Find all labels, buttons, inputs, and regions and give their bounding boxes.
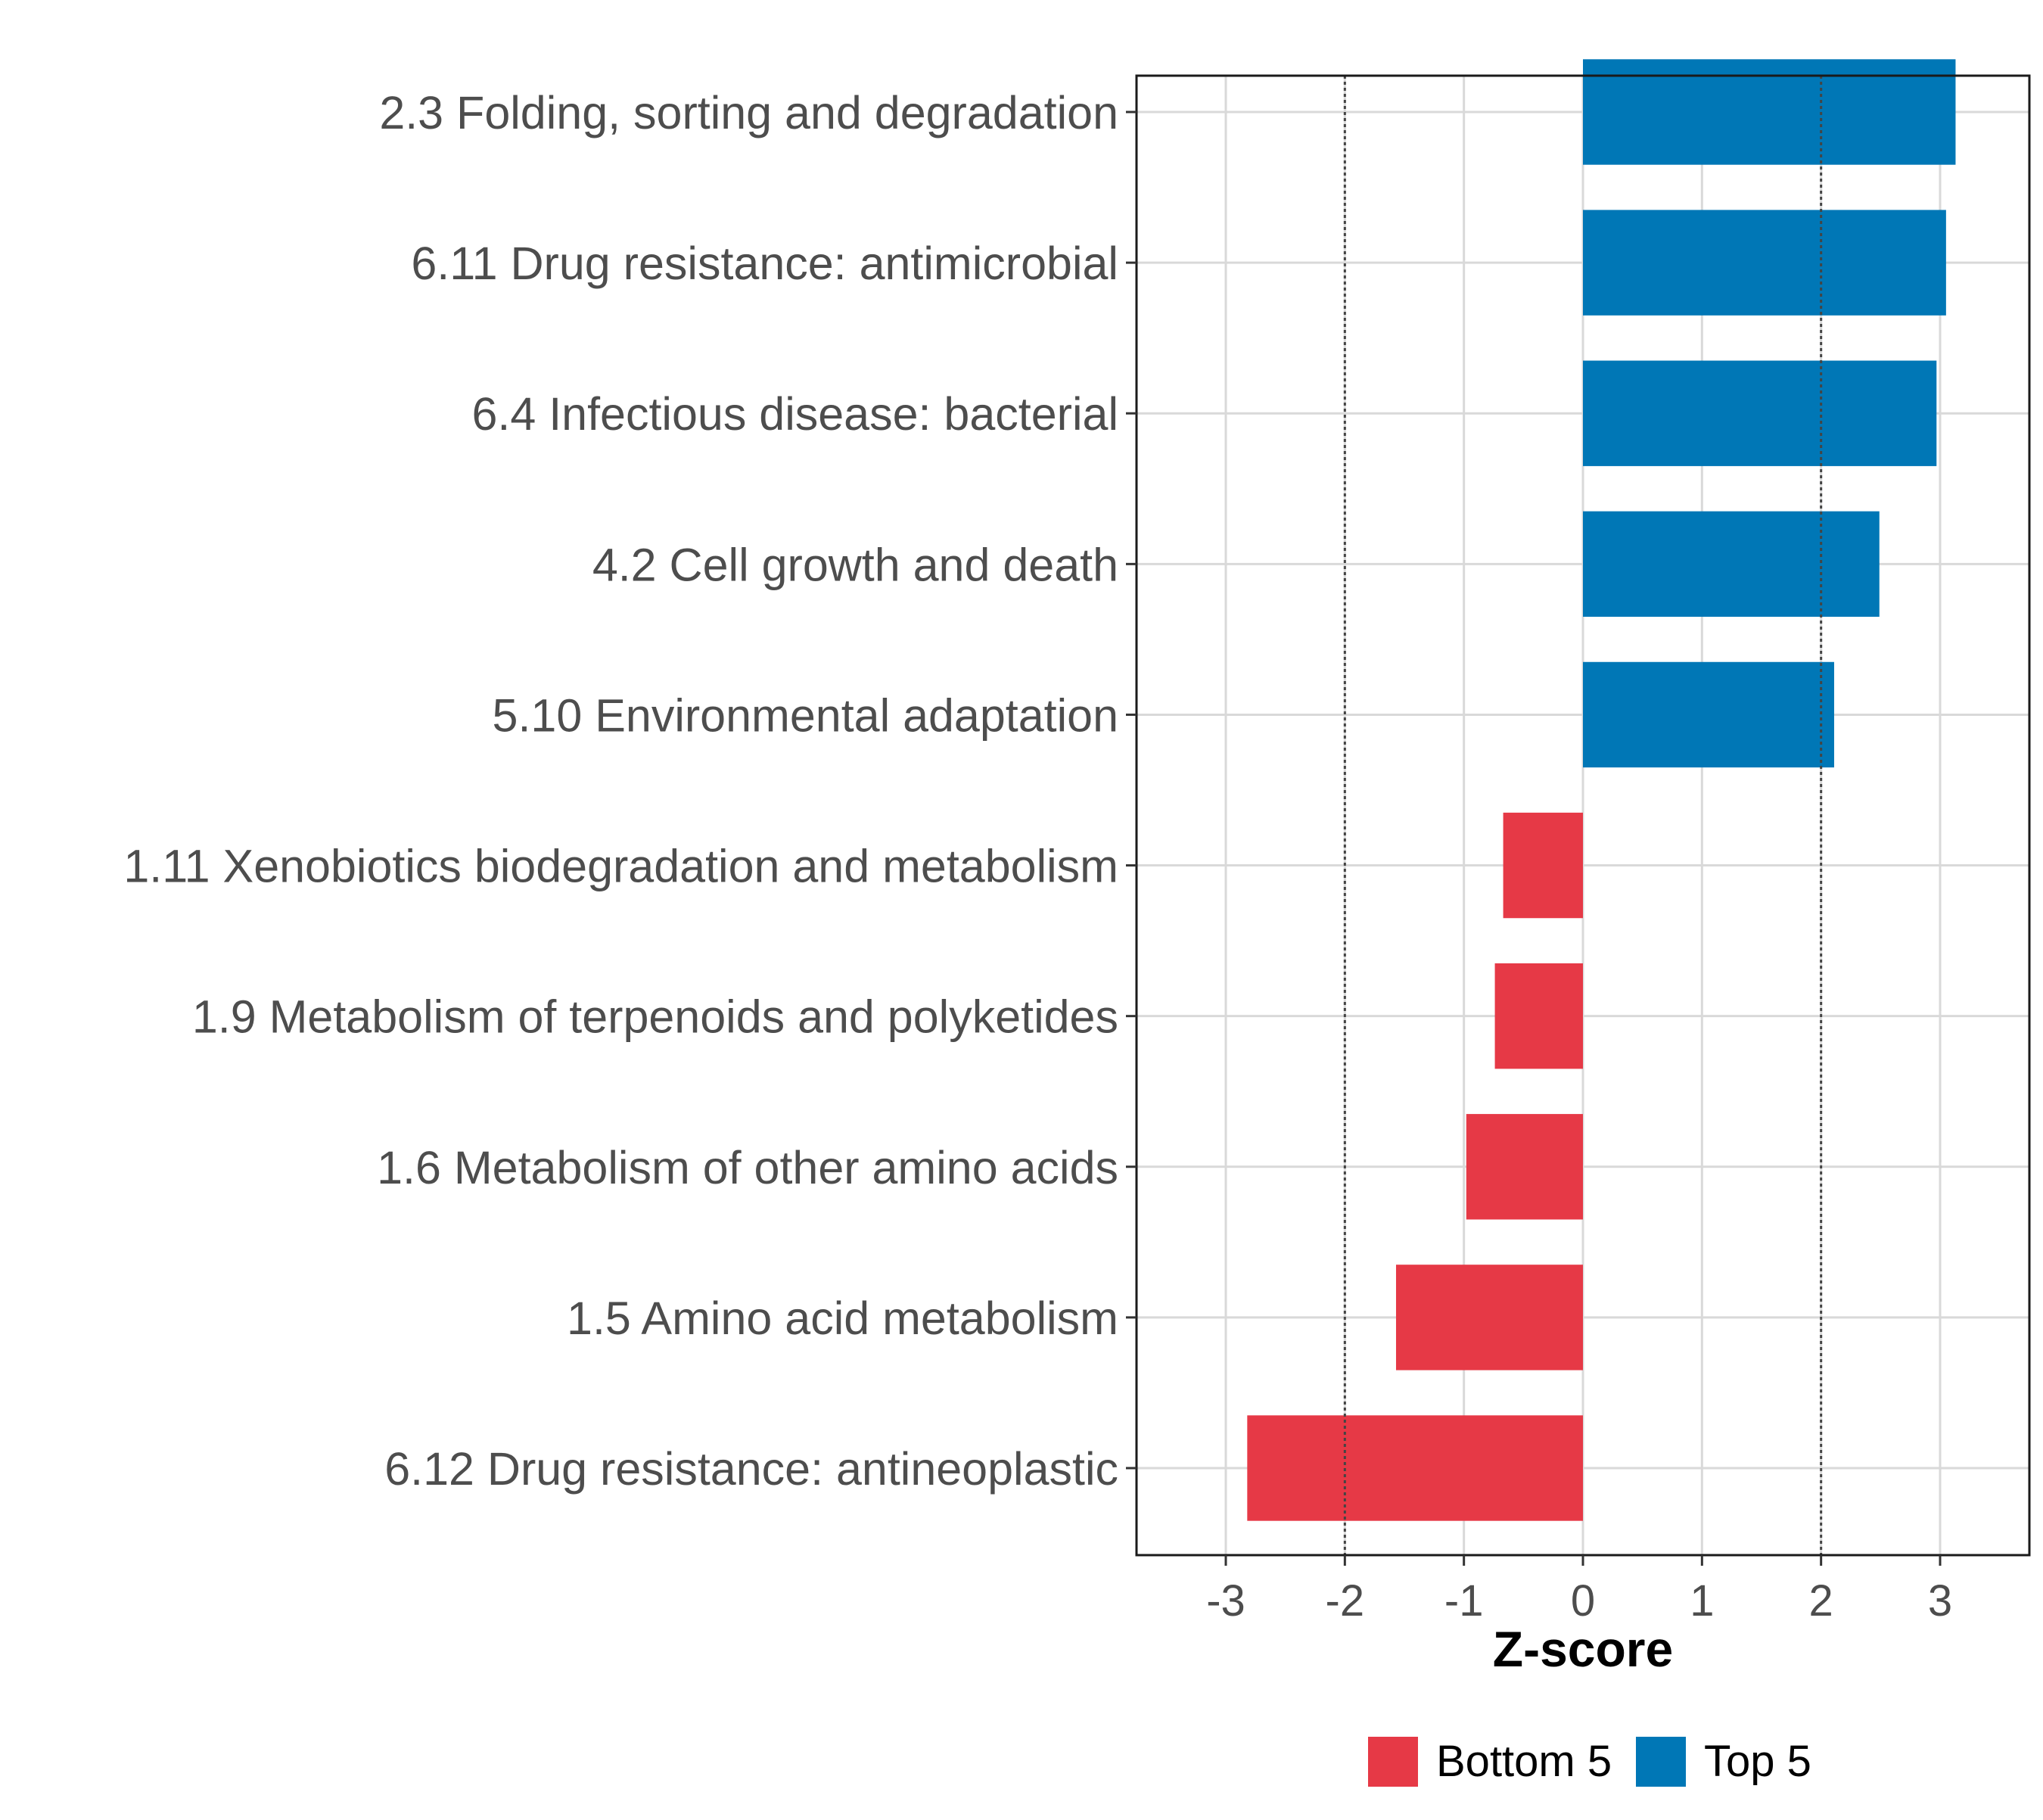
y-tick-label: 6.11 Drug resistance: antimicrobial — [411, 238, 1118, 289]
y-tick-label: 4.2 Cell growth and death — [592, 539, 1118, 590]
x-tick-label: 1 — [1690, 1576, 1714, 1626]
bar — [1247, 1415, 1583, 1521]
bar — [1583, 360, 1937, 466]
bar — [1466, 1114, 1583, 1220]
legend-label: Top 5 — [1704, 1737, 1811, 1786]
legend-label: Bottom 5 — [1436, 1737, 1612, 1786]
legend-key — [1636, 1737, 1686, 1787]
x-axis: -3 -2 -1 0 1 2 3 — [1206, 1555, 1952, 1626]
reference-lines — [1343, 76, 1823, 1555]
y-tick-label: 1.9 Metabolism of terpenoids and polyket… — [192, 991, 1118, 1043]
bars — [1247, 59, 1956, 1521]
x-tick-label: -1 — [1444, 1576, 1484, 1626]
y-tick-label: 1.11 Xenobiotics biodegradation and meta… — [123, 841, 1118, 892]
y-tick-label: 2.3 Folding, sorting and degradation — [379, 87, 1118, 138]
y-tick-label: 6.12 Drug resistance: antineoplastic — [384, 1443, 1118, 1495]
y-tick-label: 5.10 Environmental adaptation — [493, 689, 1118, 741]
bar — [1583, 210, 1946, 316]
bar — [1583, 59, 1956, 165]
y-tick-label: 1.5 Amino acid metabolism — [567, 1293, 1118, 1344]
x-tick-label: 2 — [1809, 1576, 1833, 1626]
bar — [1494, 963, 1583, 1069]
y-axis: 2.3 Folding, sorting and degradation 6.11… — [123, 87, 1137, 1495]
y-tick-label: 6.4 Infectious disease: bacterial — [471, 388, 1118, 440]
x-axis-title: Z-score — [1493, 1621, 1673, 1677]
bar — [1503, 812, 1583, 919]
y-tick-label: 1.6 Metabolism of other amino acids — [377, 1142, 1118, 1193]
bar — [1583, 511, 1880, 618]
x-tick-label: -3 — [1206, 1576, 1245, 1626]
legend: Bottom 5 Top 5 — [1368, 1737, 1811, 1787]
legend-key — [1368, 1737, 1418, 1787]
bar — [1395, 1265, 1583, 1370]
x-tick-label: 3 — [1928, 1576, 1952, 1626]
x-tick-label: -2 — [1326, 1576, 1365, 1626]
bar — [1583, 661, 1834, 768]
x-tick-label: 0 — [1571, 1576, 1595, 1626]
